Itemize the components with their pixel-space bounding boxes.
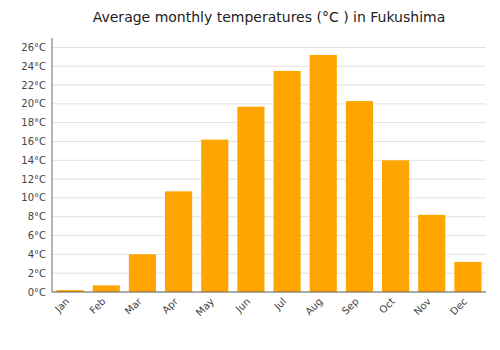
y-tick-label: 26°C [21,42,46,53]
y-tick-label: 4°C [28,249,46,260]
chart-title: Average monthly temperatures (°C ) in Fu… [93,9,446,25]
y-tick-label: 8°C [28,211,46,222]
grid-line [52,103,486,104]
y-tick-label: 10°C [21,192,46,203]
x-tick-label: Feb [87,296,107,316]
x-tick-label: Jun [233,296,253,316]
grid-line [52,47,486,48]
x-tick-label: Oct [377,296,397,316]
y-axis-line [52,38,53,292]
grid-line [52,179,486,180]
bar [454,262,481,292]
y-tick-label: 6°C [28,230,46,241]
x-tick-label: Mar [123,295,145,317]
y-tick-label: 22°C [21,80,46,91]
y-tick-label: 14°C [21,155,46,166]
grid-line [52,66,486,67]
y-tick-labels: 0°C 2°C 4°C 6°C 8°C 10°C 12°C 14°C 16°C 18°C 20°C 2… [21,42,46,298]
bar [165,191,192,292]
grid-line [52,160,486,161]
y-tick-label: 24°C [21,61,46,72]
y-tick-label: 20°C [21,98,46,109]
bar [93,285,120,292]
y-tick-label: 2°C [28,268,46,279]
y-grid [52,47,486,292]
x-tick-label: Apr [160,295,181,316]
bars [57,55,482,292]
y-tick-label: 16°C [21,136,46,147]
bar [346,101,373,292]
x-tick-label: Jan [52,296,71,315]
x-tick-label: Nov [412,296,434,318]
bar [418,215,445,292]
bar [129,254,156,292]
bar [201,140,228,292]
grid-line [52,85,486,86]
bar [382,160,409,292]
x-tick-labels: Jan Feb Mar Apr May Jun Jul Aug Sep Oct Nov Dec [52,295,469,318]
x-tick-label: Dec [448,296,469,317]
grid-line [52,292,486,293]
x-tick-label: Jul [271,296,288,313]
bar [237,107,264,292]
y-tick-label: 18°C [21,117,46,128]
chart-container: Average monthly temperatures (°C ) in Fu… [0,0,500,350]
y-tick-label: 12°C [21,174,46,185]
x-tick-label: Aug [303,296,325,318]
x-tick-label: Sep [340,296,361,317]
chart-svg: Average monthly temperatures (°C ) in Fu… [0,0,500,350]
grid-line [52,122,486,123]
x-tick-label: May [194,296,216,318]
x-axis-line [52,292,486,293]
grid-line [52,141,486,142]
y-tick-label: 0°C [28,287,46,298]
bar [310,55,337,292]
bar [274,71,301,292]
grid-line [52,197,486,198]
